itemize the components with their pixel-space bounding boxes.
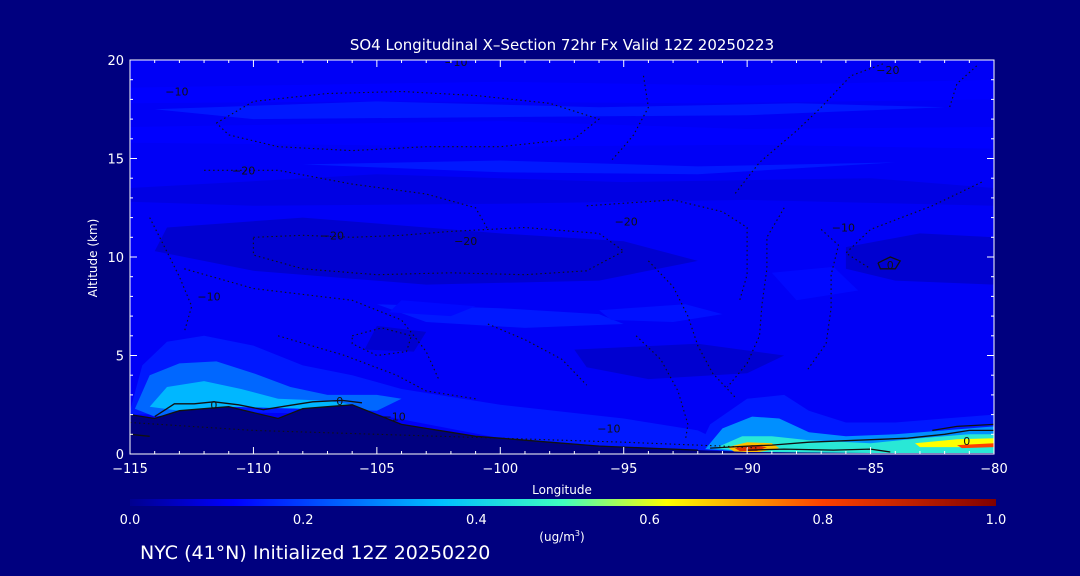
x-axis: −115 −110 −105 −100 −95 −90 −85 −80 [112, 60, 1008, 477]
colorbar-unit-close: ) [580, 530, 585, 544]
contour-line [277, 335, 476, 400]
x-axis-label: Longitude [532, 483, 592, 497]
so4-fill-region [845, 233, 994, 285]
contour-line [130, 433, 150, 437]
colorbar-unit-text: (ug/m [539, 530, 575, 544]
colorbar-unit: (ug/m3) [539, 529, 584, 544]
contour-line [351, 327, 413, 357]
contour-label: 0 [336, 395, 343, 408]
contour-label: 0 [210, 399, 217, 412]
contour-label: −20 [454, 235, 477, 248]
x-tick-label: −90 [733, 462, 760, 477]
contour-line [648, 260, 736, 398]
y-tick-label: 0 [116, 448, 124, 463]
contour-line [204, 169, 489, 230]
x-tick-label: −95 [610, 462, 637, 477]
y-axis-label: Altitude (km) [86, 219, 100, 298]
y-axis: 0 5 10 15 20 [107, 54, 994, 463]
colorbar-tick-label: 0.0 [120, 513, 141, 528]
colorbar-tick-label: 1.0 [986, 513, 1007, 528]
footer-caption: NYC (41°N) Initialized 12Z 20250220 [140, 542, 491, 564]
so4-fill-region [574, 343, 785, 380]
contour-label: 0 [887, 259, 894, 272]
colorbar-tick-label: 0.8 [812, 513, 833, 528]
contour-label: −10 [597, 422, 620, 435]
y-tick-label: 5 [116, 350, 124, 365]
so4-fill-region [130, 174, 994, 206]
contour-label: −10 [165, 86, 188, 99]
contour-line [635, 335, 689, 441]
colorbar-tick-label: 0.4 [466, 513, 487, 528]
x-tick-label: −100 [482, 462, 518, 477]
colorbar [130, 499, 996, 506]
so4-fill-region [130, 79, 994, 104]
contour-line [710, 429, 994, 449]
contour-label: −20 [321, 229, 344, 242]
y-tick-label: 20 [107, 54, 124, 69]
x-tick-label: −105 [359, 462, 395, 477]
x-tick-label: −110 [236, 462, 272, 477]
x-tick-label: −80 [980, 462, 1007, 477]
contour-label: −10 [197, 290, 220, 303]
contour-line [216, 90, 601, 152]
contour-labels: −10 −20 −10 −20 −20 −20 −20 −10 0 −10 0 0 −10 −10 0 [165, 56, 970, 448]
contour-line [932, 423, 994, 432]
so4-fill-region [302, 160, 896, 175]
contour-line [747, 448, 891, 453]
contour-label: −20 [615, 216, 638, 229]
contour-lines [130, 63, 994, 453]
contour-label: −20 [876, 64, 899, 77]
contour-line [610, 75, 649, 161]
contour-line [734, 63, 884, 195]
so4-fill-region [389, 300, 476, 317]
contour-line [877, 256, 902, 270]
so4-fill-region [130, 335, 723, 451]
contour-label: −10 [444, 56, 467, 69]
contour-line [154, 399, 363, 418]
contour-line [487, 323, 588, 386]
colorbar-ticks: 0.0 0.2 0.4 0.6 0.8 1.0 [120, 513, 1007, 528]
so4-fill-region [154, 101, 945, 120]
so4-fill-region [599, 304, 723, 322]
y-tick-label: 10 [107, 251, 124, 266]
so4-fill-region [154, 217, 698, 285]
contour-label: −10 [382, 411, 405, 424]
so4-fill-region [957, 443, 994, 449]
colorbar-unit-sup: 3 [575, 529, 580, 538]
so4-fill-region [130, 121, 994, 149]
contour-line [845, 181, 982, 270]
chart-title: SO4 Longitudinal X–Section 72hr Fx Valid… [350, 36, 774, 54]
contour-line [586, 199, 748, 301]
colorbar-tick-label: 0.6 [639, 513, 660, 528]
contour-label: 0 [963, 435, 970, 448]
y-tick-label: 15 [107, 153, 124, 168]
x-tick-label: −115 [112, 462, 148, 477]
so4-concentration-fill [130, 79, 994, 454]
contour-label: −10 [832, 222, 855, 235]
contour-line [130, 404, 698, 451]
colorbar-tick-label: 0.2 [293, 513, 314, 528]
contour-label: −20 [232, 164, 255, 177]
contour-line [726, 207, 785, 388]
x-tick-label: −85 [857, 462, 884, 477]
terrain [130, 404, 994, 454]
contour-line [184, 268, 440, 380]
so4-fill-region [771, 266, 859, 301]
plot-area: −10 −20 −10 −20 −20 −20 −20 −10 0 −10 0 0 −10 −10 0 [130, 56, 994, 454]
so4-fill-region [715, 434, 994, 453]
